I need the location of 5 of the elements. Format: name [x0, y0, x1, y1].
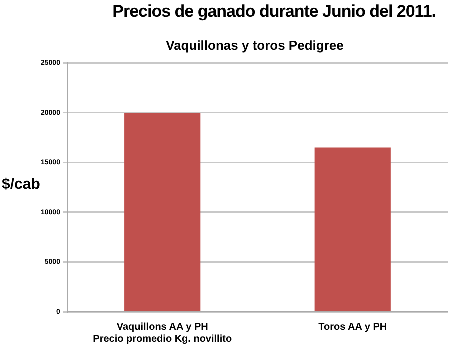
chart-title: Precios de ganado durante Junio del 2011. [112, 2, 437, 22]
x-tick-label: Vaquillons AA y PH Precio promedio Kg. novillito [93, 322, 232, 345]
y-axis-title: $/cab [2, 176, 40, 193]
chart-subtitle: Vaquillonas y toros Pedigree [165, 38, 345, 53]
x-tick-label: Toros AA y PH [318, 322, 388, 333]
